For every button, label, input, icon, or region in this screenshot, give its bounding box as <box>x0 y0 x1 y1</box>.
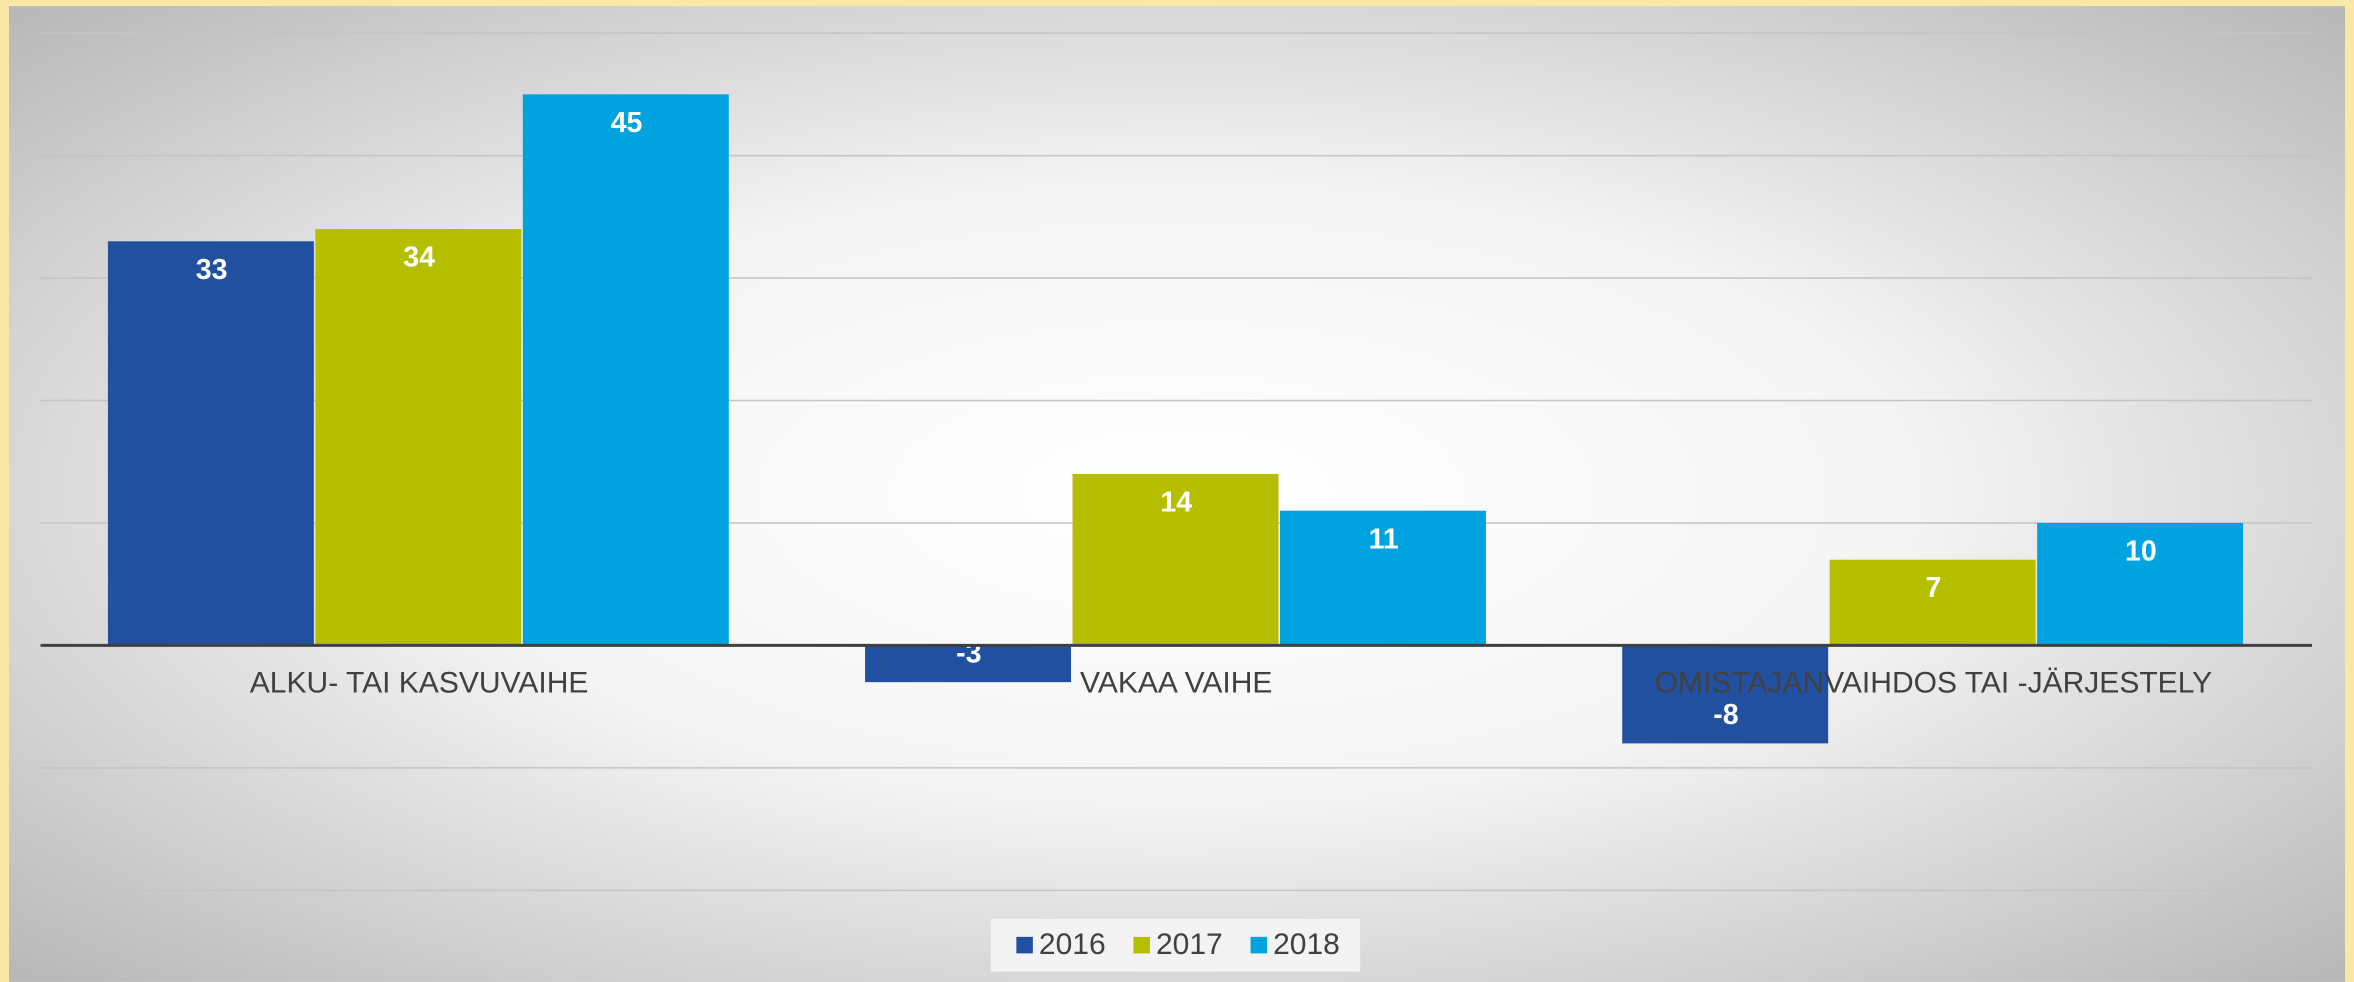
legend-swatch <box>1016 936 1033 954</box>
bar <box>107 241 314 646</box>
legend-swatch <box>1133 936 1150 954</box>
legend-label: 2017 <box>1156 928 1223 961</box>
legend-label: 2016 <box>1039 928 1106 961</box>
bar <box>865 645 1072 683</box>
data-label: 33 <box>196 254 228 286</box>
data-label: 34 <box>403 242 435 274</box>
bar <box>522 94 729 646</box>
bar <box>315 229 522 646</box>
data-label: 14 <box>1160 487 1192 519</box>
bar <box>1622 645 1829 744</box>
data-label: 45 <box>611 107 643 139</box>
bar <box>2037 522 2244 646</box>
data-label: -8 <box>1713 699 1738 731</box>
data-label: -3 <box>956 638 981 670</box>
legend-label: 2018 <box>1273 928 1340 961</box>
bar <box>1072 473 1279 646</box>
bar <box>1279 510 1486 646</box>
x-tick-label: ALKU- TAI KASVUVAIHE <box>250 666 589 699</box>
legend-box <box>990 918 1361 972</box>
x-tick-label: VAKAA VAIHE <box>1080 666 1272 699</box>
data-label: 7 <box>1925 572 1941 604</box>
data-label: 11 <box>1369 523 1399 555</box>
legend-swatch <box>1250 936 1268 954</box>
x-tick-label: OMISTAJANVAIHDOS TAI -JÄRJESTELY <box>1655 666 2213 699</box>
bar <box>1829 559 2036 646</box>
data-label: 10 <box>2125 536 2157 568</box>
